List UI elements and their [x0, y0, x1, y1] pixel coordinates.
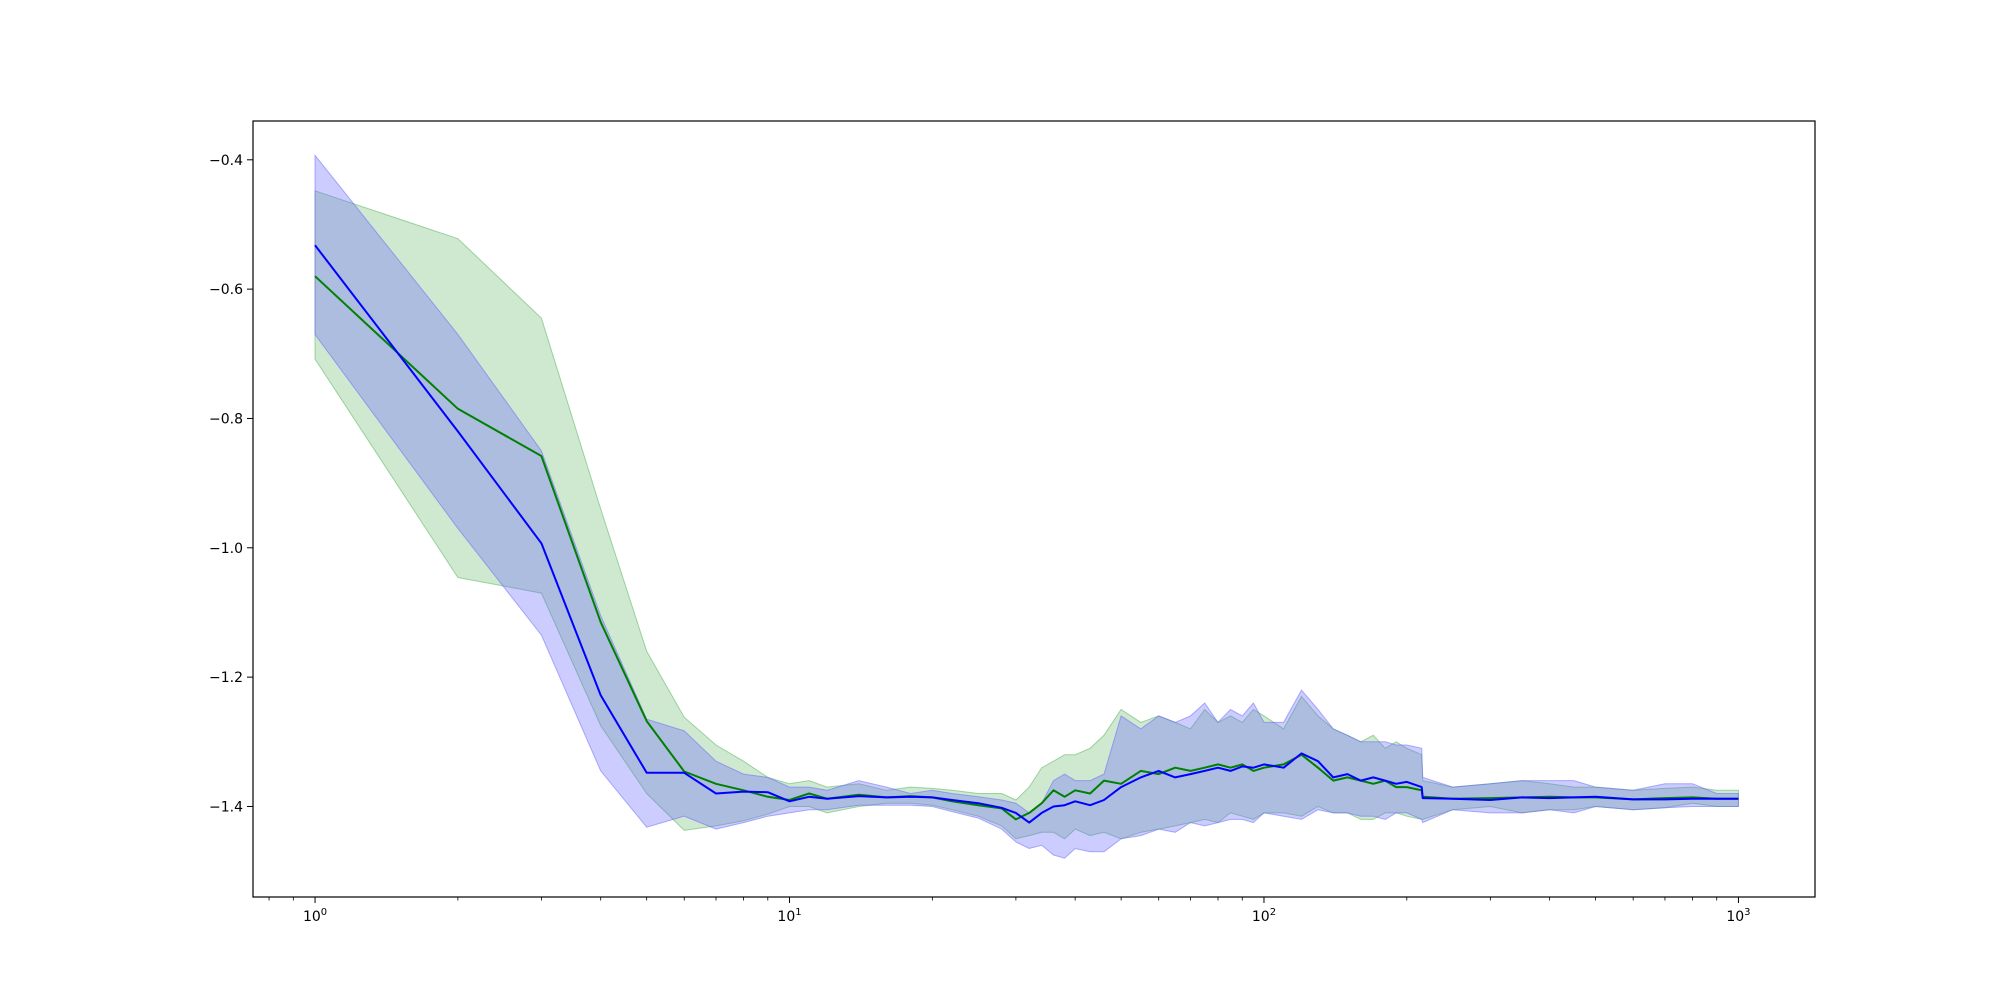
- x-axis: 100 101 102 103: [268, 897, 1751, 925]
- y-axis: −0.4 −0.6 −0.8 −1.0 −1.2 −1.4: [209, 153, 253, 815]
- y-tick-label: −1.2: [209, 670, 243, 686]
- plot-frame: [252, 120, 1816, 898]
- x-tick-label: 103: [1726, 907, 1750, 925]
- y-tick-label: −0.6: [209, 282, 243, 298]
- y-tick-label: −1.0: [209, 541, 243, 557]
- series-2-line: [314, 244, 1739, 824]
- x-tick-label: 102: [1252, 907, 1276, 925]
- y-tick-label: −0.4: [209, 153, 243, 169]
- y-tick-label: −1.4: [209, 799, 243, 815]
- y-tick-label: −0.8: [209, 411, 243, 427]
- x-tick-label: 100: [303, 907, 327, 925]
- x-tick-label: 101: [777, 907, 801, 925]
- mean-lines: [314, 244, 1739, 824]
